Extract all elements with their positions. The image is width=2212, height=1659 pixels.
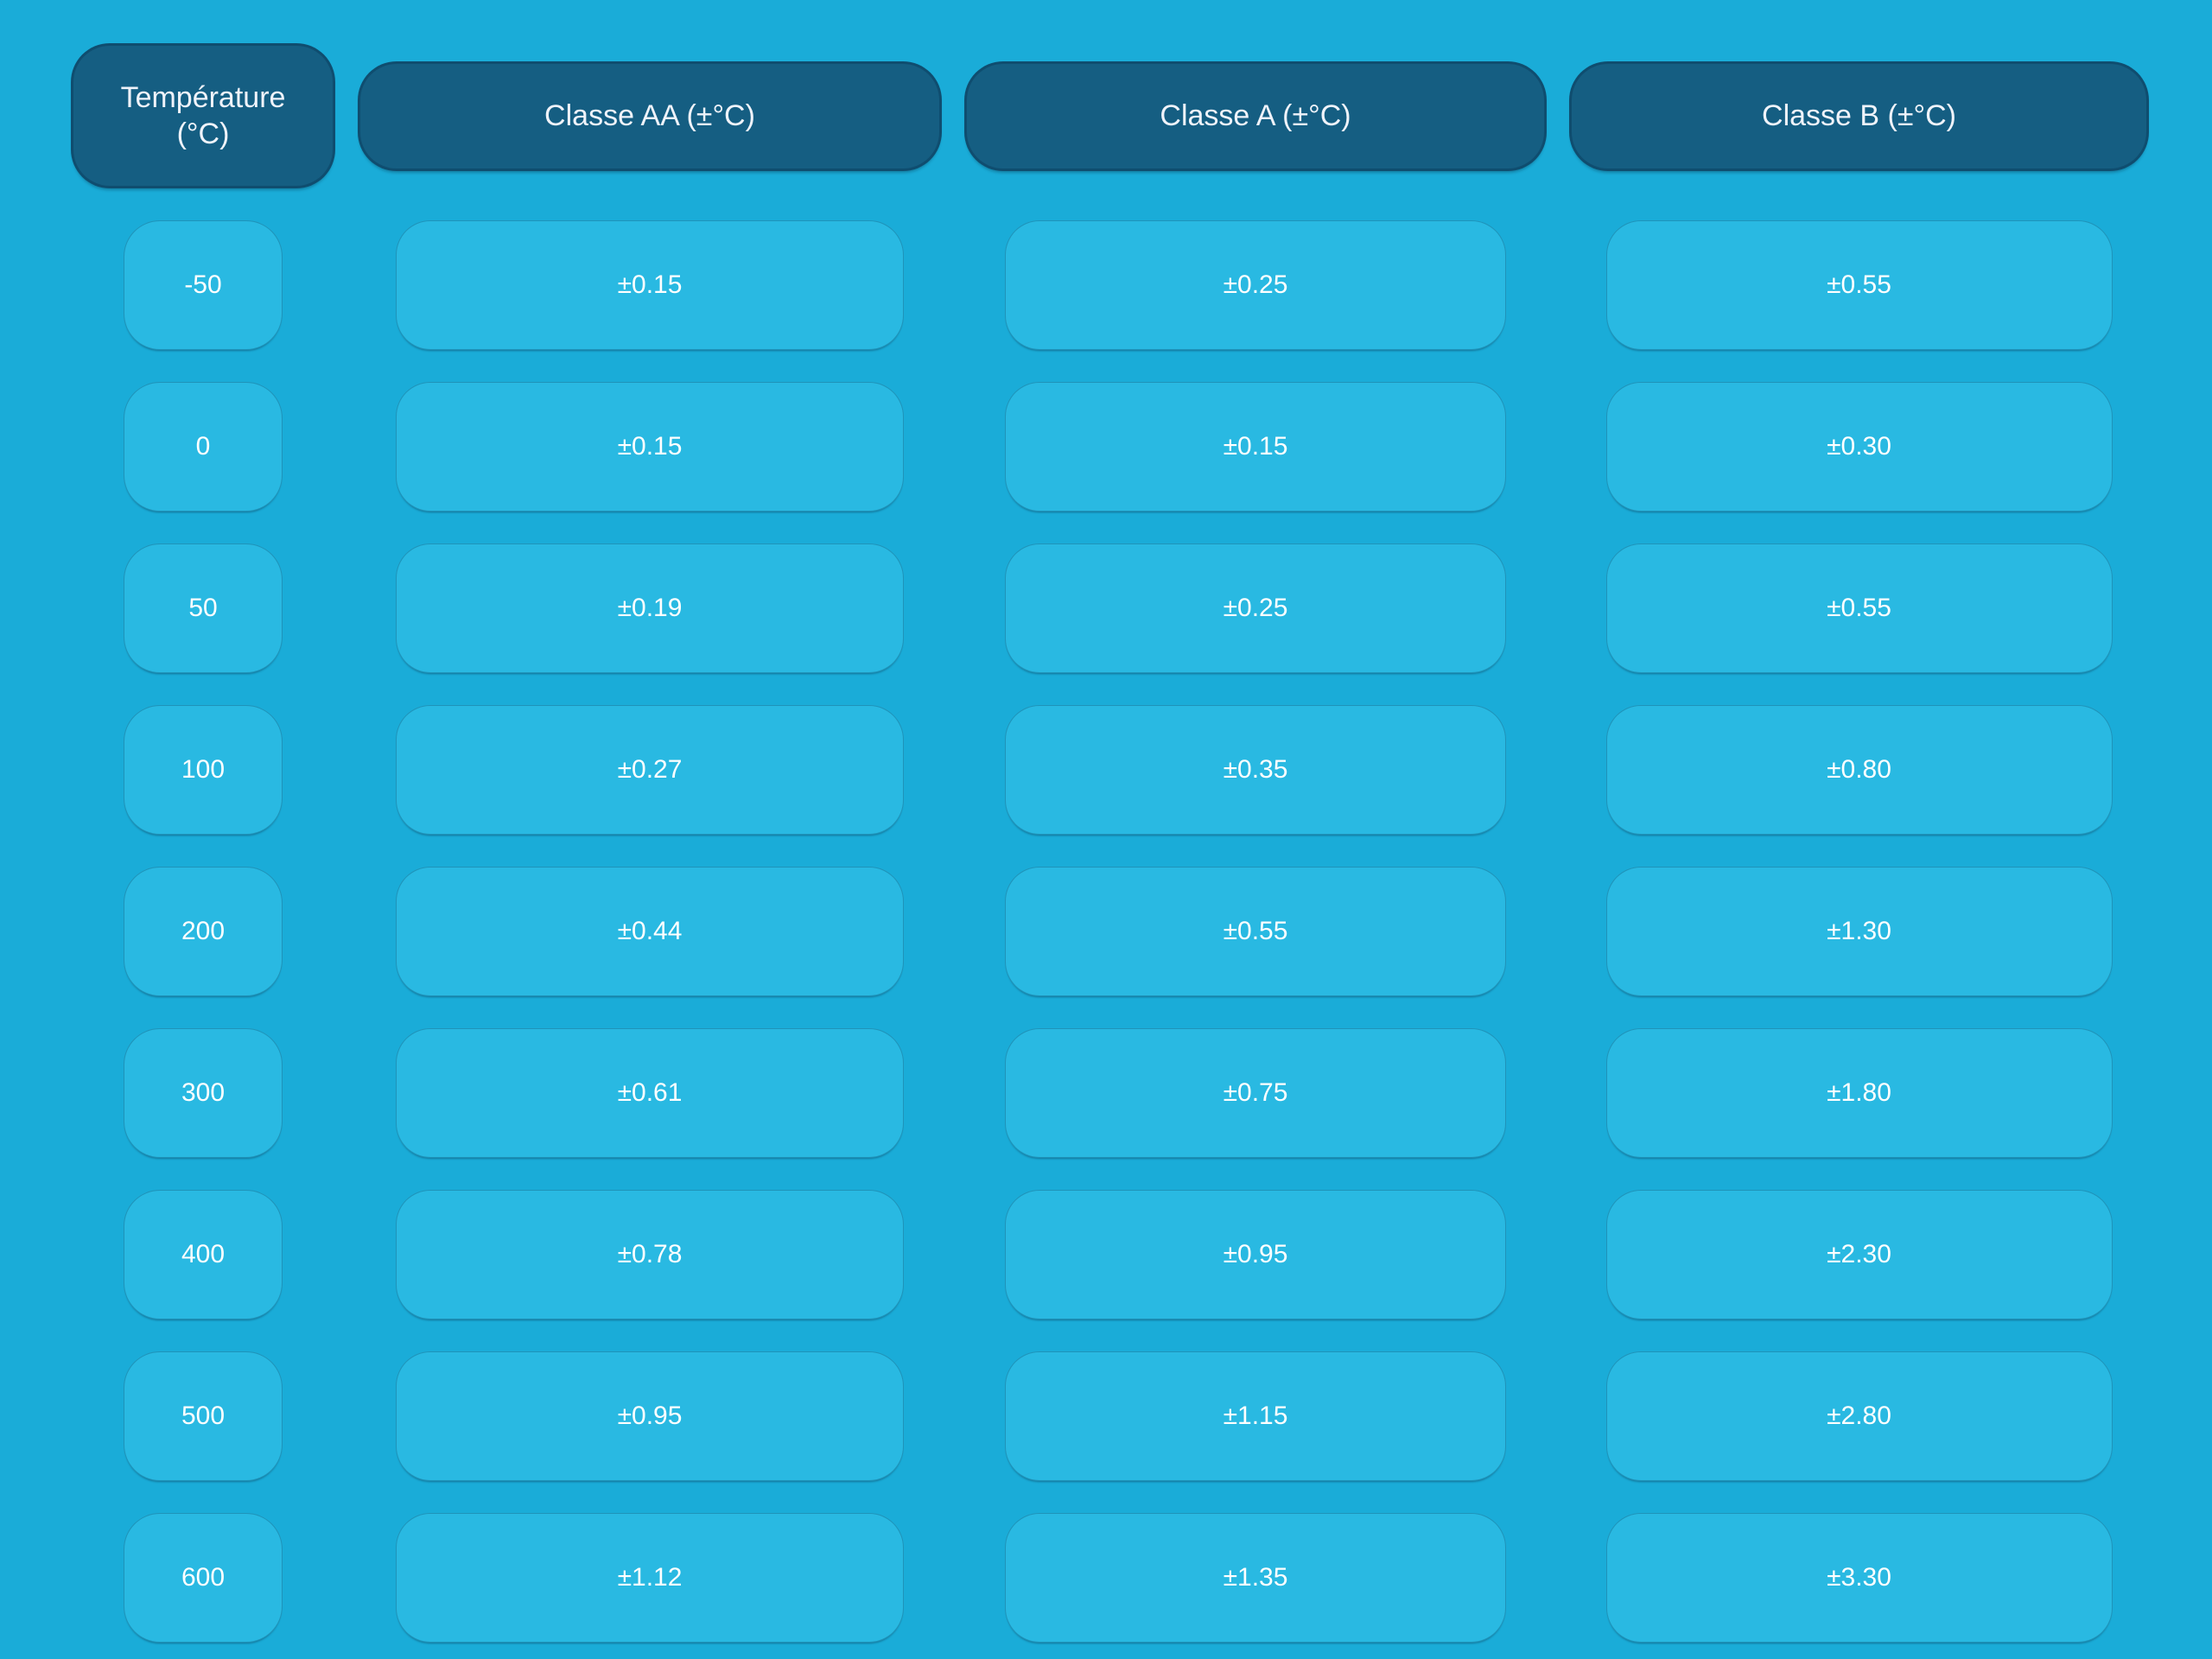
cell-classe-b: ±0.55 — [1605, 543, 2113, 673]
cell-classe-aa: ±0.15 — [396, 220, 904, 350]
cell-temperature: -50 — [124, 220, 283, 350]
cell-classe-aa: ±0.15 — [396, 382, 904, 512]
column-header-temperature-label: Température (°C) — [120, 80, 286, 151]
column-header-temperature: Température (°C) — [71, 43, 335, 188]
column-header-classe-b-label: Classe B (±°C) — [1762, 99, 1956, 132]
cell-classe-b: ±0.80 — [1605, 705, 2113, 835]
cell-temperature: 200 — [124, 867, 283, 996]
cell-classe-aa: ±0.19 — [396, 543, 904, 673]
cell-temperature: 600 — [124, 1513, 283, 1643]
cell-temperature: 50 — [124, 543, 283, 673]
cell-classe-aa: ±0.27 — [396, 705, 904, 835]
cell-classe-a: ±0.75 — [1005, 1028, 1506, 1158]
cell-classe-aa: ±0.61 — [396, 1028, 904, 1158]
cell-classe-b: ±2.30 — [1605, 1190, 2113, 1319]
column-header-classe-a-label: Classe A (±°C) — [1160, 99, 1351, 132]
cell-classe-a: ±1.35 — [1005, 1513, 1506, 1643]
column-header-classe-aa: Classe AA (±°C) — [358, 60, 942, 171]
cell-classe-a: ±1.15 — [1005, 1351, 1506, 1481]
cell-temperature: 400 — [124, 1190, 283, 1319]
cell-classe-b: ±0.55 — [1605, 220, 2113, 350]
cell-classe-b: ±1.80 — [1605, 1028, 2113, 1158]
cell-temperature: 100 — [124, 705, 283, 835]
cell-classe-a: ±0.25 — [1005, 220, 1506, 350]
cell-temperature: 300 — [124, 1028, 283, 1158]
cell-classe-aa: ±0.95 — [396, 1351, 904, 1481]
cell-classe-b: ±3.30 — [1605, 1513, 2113, 1643]
cell-classe-aa: ±0.44 — [396, 867, 904, 996]
cell-classe-b: ±1.30 — [1605, 867, 2113, 996]
column-header-classe-a: Classe A (±°C) — [964, 60, 1547, 171]
cell-classe-a: ±0.95 — [1005, 1190, 1506, 1319]
cell-classe-aa: ±0.78 — [396, 1190, 904, 1319]
cell-classe-b: ±2.80 — [1605, 1351, 2113, 1481]
column-header-classe-aa-label: Classe AA (±°C) — [544, 99, 755, 132]
cell-classe-a: ±0.25 — [1005, 543, 1506, 673]
column-header-classe-b: Classe B (±°C) — [1569, 60, 2149, 171]
cell-temperature: 0 — [124, 382, 283, 512]
cell-classe-a: ±0.35 — [1005, 705, 1506, 835]
cell-classe-a: ±0.55 — [1005, 867, 1506, 996]
cell-classe-a: ±0.15 — [1005, 382, 1506, 512]
cell-temperature: 500 — [124, 1351, 283, 1481]
cell-classe-aa: ±1.12 — [396, 1513, 904, 1643]
cell-classe-b: ±0.30 — [1605, 382, 2113, 512]
